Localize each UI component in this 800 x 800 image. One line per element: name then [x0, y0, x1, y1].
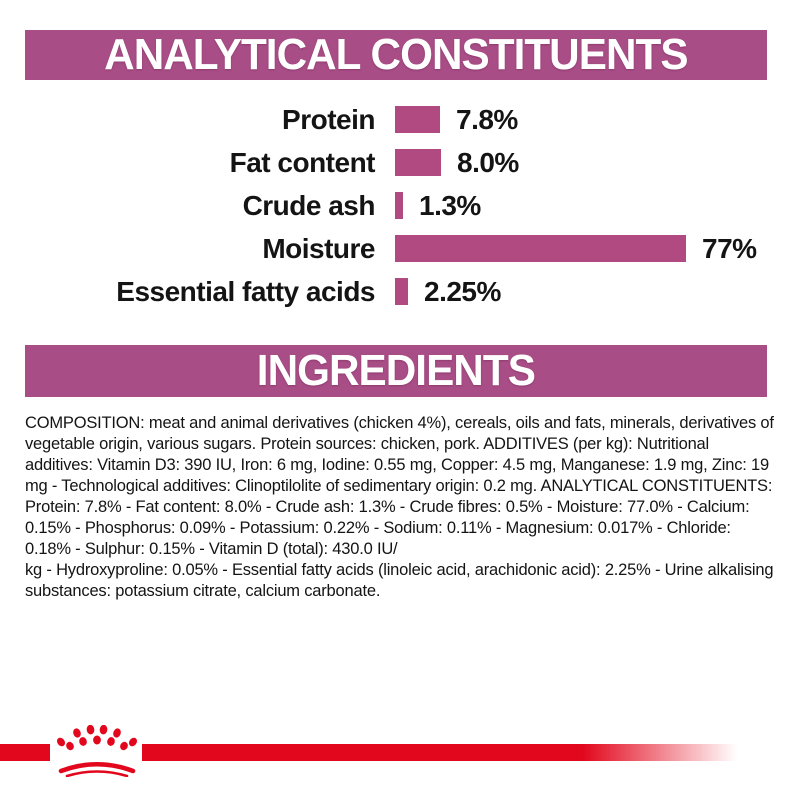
chart-value-label: 77% — [702, 232, 757, 264]
chart-category-label: Moisture — [262, 232, 375, 264]
chart-value-label: 8.0% — [457, 146, 519, 178]
chart-category-label: Crude ash — [242, 189, 376, 221]
chart-row: Protein 7.8% — [25, 103, 775, 135]
composition-text-block-1: COMPOSITION: meat and animal derivatives… — [25, 414, 774, 558]
chart-row: Fat content 8.0% — [25, 146, 775, 178]
ingredients-title: INGREDIENTS — [256, 346, 536, 395]
chart-category-label: Essential fatty acids — [116, 275, 375, 307]
chart-bar — [395, 106, 440, 133]
chart-category-label: Protein — [282, 103, 375, 135]
chart-value-label: 2.25% — [424, 275, 501, 307]
brand-band-left — [0, 744, 50, 761]
chart-bar — [395, 149, 441, 176]
analytical-constituents-bar-chart: Protein 7.8% Fat content 8.0% Crude ash 1.3% M… — [25, 103, 775, 307]
ingredients-header: INGREDIENTS — [25, 345, 767, 397]
chart-bar — [395, 192, 403, 219]
chart-category-label: Fat content — [229, 146, 376, 178]
chart-value-label: 7.8% — [456, 103, 518, 135]
brand-band-right — [142, 744, 737, 761]
chart-row: Essential fatty acids 2.25% — [25, 275, 775, 307]
chart-row: Crude ash 1.3% — [25, 189, 775, 221]
composition-text-block-2: kg - Hydroxyproline: 0.05% - Essential f… — [25, 561, 774, 600]
analytical-constituents-title: ANALYTICAL CONSTITUENTS — [104, 30, 688, 79]
chart-value-label: 1.3% — [419, 189, 481, 221]
analytical-constituents-header: ANALYTICAL CONSTITUENTS — [25, 30, 767, 80]
chart-bar — [395, 235, 686, 262]
crown-base-arcs — [58, 762, 136, 777]
royal-canin-crown-logo — [56, 725, 138, 777]
chart-bar — [395, 278, 408, 305]
crown-dots — [56, 725, 138, 751]
chart-row: Moisture 77% — [25, 232, 775, 264]
composition-text: COMPOSITION: meat and animal derivatives… — [25, 413, 777, 602]
